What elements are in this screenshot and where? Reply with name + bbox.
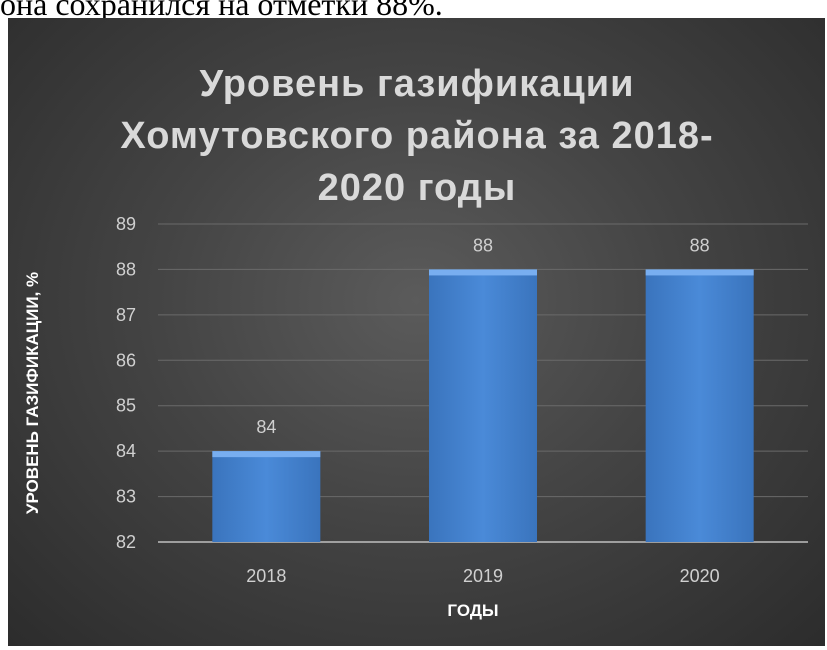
- x-axis-ticks: 2018 2019 2020: [246, 566, 719, 586]
- chart-frame: Уровень газификации Хомутовского района …: [8, 18, 825, 646]
- bars: [212, 269, 754, 542]
- y-tick-label: 82: [116, 532, 136, 552]
- data-labels: 84 88 88: [256, 235, 709, 437]
- bar-body: [212, 451, 321, 542]
- y-axis-ticks: 82 83 84 85 86 87 88 89: [116, 214, 136, 552]
- y-tick-label: 84: [116, 441, 136, 461]
- chart-title-line-1: Уровень газификации: [200, 63, 635, 105]
- data-label: 88: [473, 235, 493, 255]
- bar-2018: [212, 451, 321, 542]
- page-context-text: она сохранился на отметки 88%.: [0, 0, 443, 22]
- bar-chart: Уровень газификации Хомутовского района …: [23, 63, 808, 620]
- data-label: 88: [690, 235, 710, 255]
- bar-top-highlight: [429, 269, 537, 276]
- y-tick-label: 88: [116, 259, 136, 279]
- chart-title: Уровень газификации Хомутовского района …: [120, 63, 713, 209]
- x-axis-title: ГОДЫ: [447, 601, 498, 620]
- y-tick-label: 83: [116, 487, 136, 507]
- y-axis-title: УРОВЕНЬ ГАЗИФИКАЦИИ, %: [23, 272, 42, 514]
- chart-title-line-2: Хомутовского района за 2018-: [120, 115, 713, 157]
- bar-body: [645, 269, 754, 542]
- bar-2019: [429, 269, 537, 542]
- x-tick-label: 2020: [680, 566, 720, 586]
- bar-body: [429, 269, 537, 542]
- bar-2020: [645, 269, 754, 542]
- bar-top-highlight: [212, 451, 321, 458]
- y-tick-label: 86: [116, 350, 136, 370]
- y-tick-label: 85: [116, 396, 136, 416]
- bar-top-highlight: [645, 269, 754, 276]
- y-tick-label: 87: [116, 305, 136, 325]
- data-label: 84: [256, 417, 276, 437]
- chart-title-line-3: 2020 годы: [318, 167, 517, 209]
- x-tick-label: 2019: [463, 566, 503, 586]
- x-tick-label: 2018: [246, 566, 286, 586]
- y-tick-label: 89: [116, 214, 136, 234]
